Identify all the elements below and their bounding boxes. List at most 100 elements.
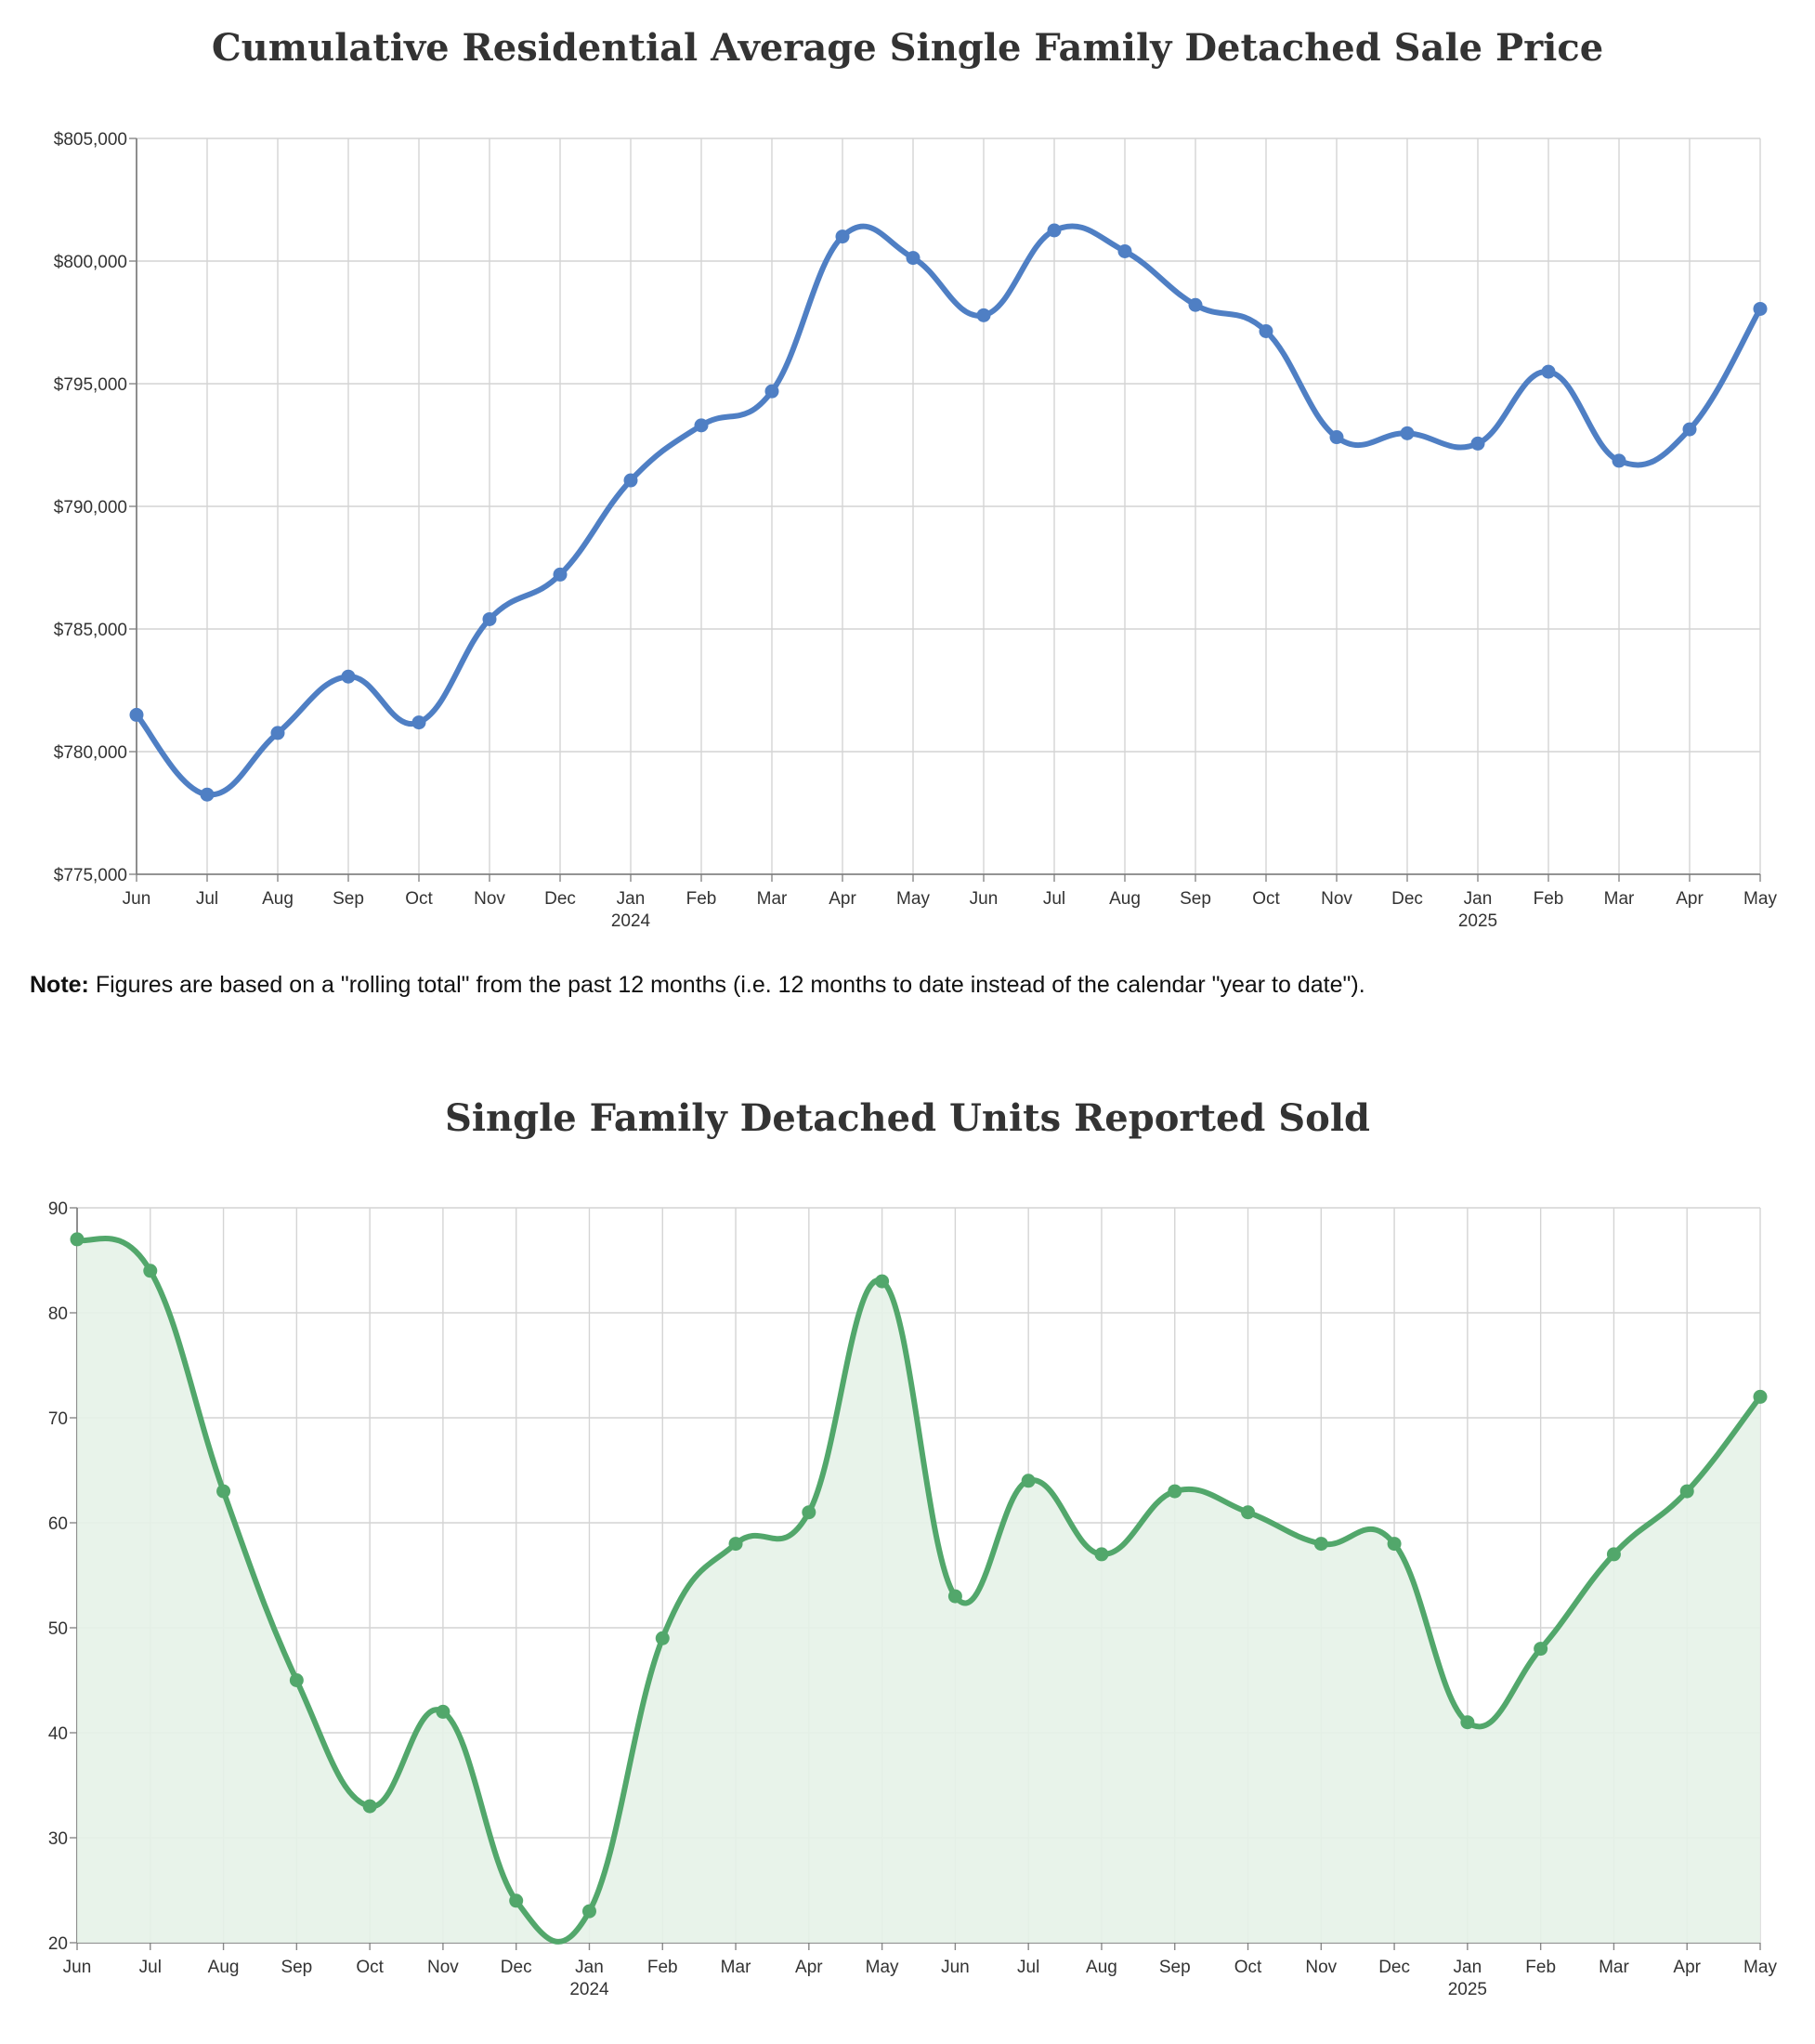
data-point [1188, 297, 1203, 312]
x-tick-label: Mar [757, 889, 788, 909]
x-tick-label: May [1743, 889, 1777, 909]
data-point [976, 308, 991, 322]
y-tick-label: $805,000 [54, 130, 127, 150]
x-tick-label: Jan [1464, 889, 1493, 909]
data-point [1400, 426, 1415, 440]
data-point [482, 611, 497, 626]
y-tick-label: $790,000 [54, 498, 127, 518]
data-point [623, 473, 638, 488]
data-point [1541, 364, 1556, 379]
x-tick-label: Jun [123, 889, 151, 909]
data-point [1313, 1537, 1328, 1552]
x-year-label: 2024 [611, 911, 651, 931]
x-tick-label: Aug [208, 1958, 240, 1977]
x-tick-label: Aug [262, 889, 294, 909]
x-tick-label: Apr [795, 1958, 823, 1977]
data-point [1606, 1547, 1621, 1562]
y-tick-label: $785,000 [54, 621, 127, 640]
data-point [1612, 453, 1626, 468]
data-point [1679, 1484, 1694, 1499]
data-point [1534, 1642, 1548, 1657]
data-point [1094, 1547, 1109, 1562]
x-tick-label: Jul [139, 1958, 162, 1977]
x-tick-label: Apr [1673, 1958, 1701, 1977]
data-point [1241, 1505, 1256, 1520]
x-tick-label: Feb [1525, 1958, 1556, 1977]
area-fill [77, 1238, 1760, 1943]
note: Note: Figures are based on a "rolling to… [30, 972, 1365, 999]
data-point [436, 1704, 450, 1719]
x-tick-label: Dec [544, 889, 576, 909]
data-point [509, 1893, 524, 1908]
x-tick-label: Mar [1604, 889, 1635, 909]
x-tick-label: Jun [970, 889, 999, 909]
y-tick-label: $795,000 [54, 375, 127, 395]
note-text: Figures are based on a "rolling total" f… [88, 972, 1365, 998]
y-tick-label: $780,000 [54, 743, 127, 763]
y-tick-label: 70 [48, 1409, 68, 1429]
y-tick-label: 60 [48, 1514, 68, 1534]
data-point [1329, 430, 1344, 445]
data-point [1117, 243, 1132, 258]
data-point [947, 1589, 962, 1604]
data-point [553, 567, 568, 582]
data-point [362, 1799, 377, 1814]
data-point [1047, 223, 1062, 238]
x-tick-label: Nov [427, 1958, 459, 1977]
y-tick-label: 20 [48, 1934, 68, 1954]
x-tick-label: Feb [686, 889, 717, 909]
data-point [143, 1264, 158, 1278]
data-point [1259, 324, 1273, 339]
x-tick-label: Jun [941, 1958, 970, 1977]
data-point [1460, 1715, 1475, 1730]
y-tick-label: $800,000 [54, 253, 127, 272]
y-tick-label: 50 [48, 1619, 68, 1639]
data-point [764, 384, 779, 399]
x-tick-label: Mar [721, 1958, 751, 1977]
data-point [200, 787, 215, 802]
data-point [289, 1673, 304, 1687]
x-tick-label: Oct [405, 889, 433, 909]
x-tick-label: May [866, 1958, 899, 1977]
data-point [270, 726, 285, 740]
x-tick-label: Dec [1378, 1958, 1410, 1977]
x-tick-label: Apr [829, 889, 856, 909]
y-tick-label: $775,000 [54, 866, 127, 885]
data-point [835, 229, 850, 244]
chart-title-units-sold: Single Family Detached Units Reported So… [444, 1096, 1371, 1140]
y-tick-label: 80 [48, 1304, 68, 1324]
y-tick-label: 40 [48, 1724, 68, 1744]
data-point [728, 1537, 743, 1552]
y-tick-label: 90 [48, 1199, 68, 1219]
data-point [906, 251, 921, 266]
data-point [1682, 422, 1697, 437]
x-tick-label: Mar [1599, 1958, 1629, 1977]
data-point [1753, 301, 1768, 316]
x-tick-label: Nov [474, 889, 505, 909]
x-tick-label: Aug [1086, 1958, 1117, 1977]
data-point [875, 1274, 890, 1289]
x-tick-label: Sep [333, 889, 364, 909]
data-point [1387, 1537, 1402, 1552]
x-tick-label: Jun [63, 1958, 92, 1977]
chart-title-sale-price: Cumulative Residential Average Single Fa… [211, 26, 1604, 70]
x-year-label: 2024 [569, 1980, 609, 1999]
x-tick-label: Apr [1676, 889, 1704, 909]
x-tick-label: Nov [1305, 1958, 1337, 1977]
data-point [70, 1232, 85, 1247]
x-tick-label: Aug [1109, 889, 1141, 909]
data-point [341, 669, 356, 684]
x-tick-label: Feb [647, 1958, 678, 1977]
x-tick-label: Dec [1391, 889, 1423, 909]
series-line [134, 223, 1763, 798]
x-tick-label: Jul [1017, 1958, 1039, 1977]
x-tick-label: Sep [281, 1958, 312, 1977]
x-tick-label: Sep [1180, 889, 1211, 909]
x-tick-label: Jan [575, 1958, 604, 1977]
x-year-label: 2025 [1448, 1980, 1487, 1999]
x-tick-label: Oct [1252, 889, 1280, 909]
data-point [694, 418, 709, 433]
x-tick-label: Oct [356, 1958, 384, 1977]
data-point [129, 707, 144, 722]
